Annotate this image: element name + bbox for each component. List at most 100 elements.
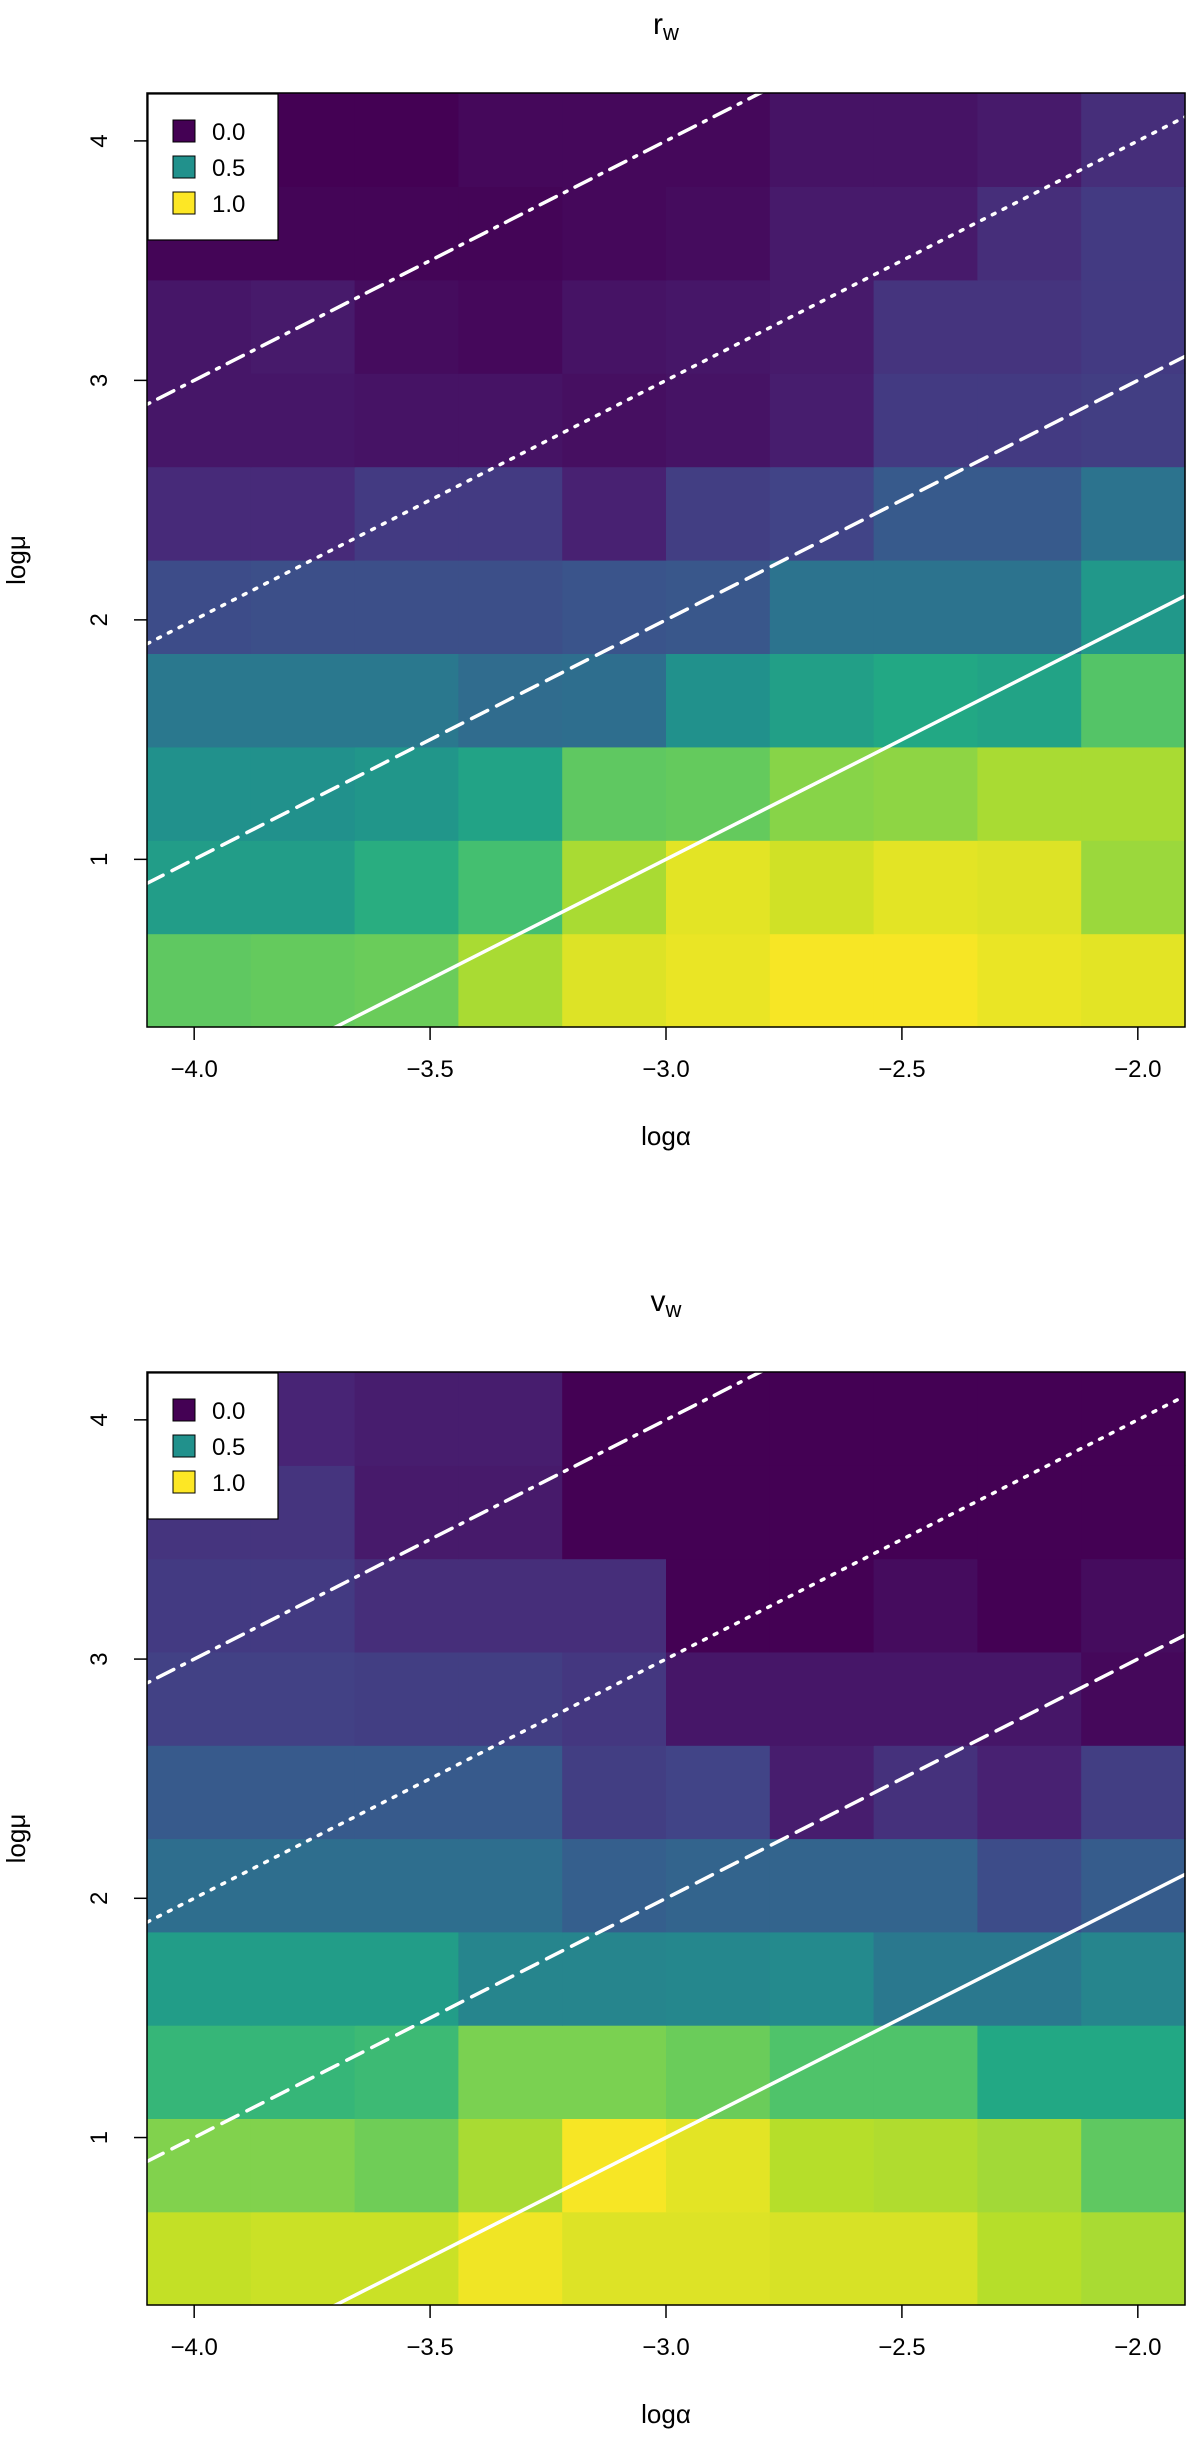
heatmap-cell (769, 1651, 875, 1746)
heatmap-cell (977, 279, 1082, 374)
heatmap-cell (458, 373, 563, 468)
heatmap-cell (458, 466, 563, 561)
heatmap-cell (458, 933, 563, 1028)
x-tick-label: −3.5 (406, 2334, 453, 2361)
heatmap-cell (769, 1465, 875, 1560)
heatmap-cell (250, 1651, 356, 1746)
heatmap-cell (977, 2118, 1082, 2213)
heatmap-cell (354, 1372, 459, 1466)
legend-swatch (172, 1470, 196, 1494)
heatmap-cell (1081, 1465, 1186, 1560)
x-tick-label: −2.5 (878, 2334, 925, 2361)
heatmap-cell (458, 1651, 563, 1746)
heatmap-cell (562, 746, 667, 841)
legend-label: 1.0 (212, 1470, 245, 1497)
legend-swatch (172, 155, 196, 179)
x-tick-label: −3.0 (642, 1056, 689, 1083)
heatmap-cell (562, 653, 667, 748)
legend-label: 0.0 (212, 1398, 245, 1425)
y-axis-label: logμ (1, 1814, 31, 1864)
x-axis: −4.0 −3.5 −3.0 −2.5 −2.0 (170, 1027, 1162, 1083)
reference-line-solid (331, 1872, 1185, 2305)
heatmap-cell (873, 1372, 978, 1466)
heatmap-cell (147, 2025, 252, 2119)
heatmap-cell (666, 1465, 771, 1560)
heatmap-cell (873, 933, 978, 1028)
heatmap-cell (250, 746, 356, 841)
x-tick-label: −4.0 (170, 1056, 217, 1083)
heatmap-cell (1081, 93, 1186, 187)
y-tick-label: 2 (86, 1892, 113, 1905)
heatmap-panel-rw: rw −4.0 −3.5 −3.0 −2.5 −2.0 1 2 3 4 logα logμ 0… (1, 8, 1186, 1151)
reference-line-dashed (147, 1633, 1185, 2164)
heatmap-cell (354, 1931, 459, 2026)
heatmap-cell (1081, 279, 1186, 374)
heatmap-cell (977, 186, 1082, 281)
legend-swatch (172, 119, 196, 143)
heatmap-cell (873, 746, 978, 841)
heatmap-cell (769, 1745, 875, 1840)
legend-swatch (172, 1434, 196, 1458)
y-axis: 1 2 3 4 (86, 134, 147, 866)
legend-label: 0.5 (212, 1434, 245, 1461)
heatmap-cell (666, 186, 771, 281)
heatmap-cell (977, 1931, 1082, 2026)
heatmap-cell (562, 186, 667, 281)
heatmap-cell (1081, 186, 1186, 281)
heatmap-cell (873, 653, 978, 748)
legend-box (147, 1372, 279, 1520)
heatmap-cell (354, 1838, 459, 1933)
legend-swatch (172, 191, 196, 215)
heatmap-cell (873, 1931, 978, 2026)
heatmap-cell (977, 1465, 1082, 1560)
heatmap-cell (769, 1558, 875, 1653)
heatmap-cell (873, 560, 978, 654)
heatmap-cell (666, 2025, 771, 2119)
heatmap-cell (666, 1558, 771, 1653)
heatmap-cell (147, 560, 252, 654)
heatmap-cell (562, 2211, 667, 2306)
x-tick-label: −4.0 (170, 2334, 217, 2361)
reference-line-dotted (147, 1394, 1185, 1924)
heatmap-cell (250, 2025, 356, 2119)
heatmap-cell (977, 1651, 1082, 1746)
y-axis-label: logμ (1, 535, 31, 585)
heatmap-cell (147, 1931, 252, 2026)
y-axis: 1 2 3 4 (86, 1413, 147, 2144)
chart-title: vw (651, 1285, 682, 1322)
heatmap-cell (250, 373, 356, 468)
heatmap-cell (1081, 746, 1186, 841)
legend-label: 0.5 (212, 155, 245, 182)
heatmap-cell (354, 279, 459, 374)
heatmap-cell (354, 2025, 459, 2119)
heatmap-cell (458, 560, 563, 654)
heatmap-cell (666, 279, 771, 374)
heatmap-cell (666, 1745, 771, 1840)
heatmap-cell (147, 1745, 252, 1840)
heatmap-cell (458, 1838, 563, 1933)
heatmap-cell (873, 186, 978, 281)
heatmap-cell (769, 653, 875, 748)
heatmap-cell (562, 560, 667, 654)
chart-title-main: v (651, 1285, 666, 1318)
heatmap-cell (873, 1558, 978, 1653)
heatmap-cell (458, 2025, 563, 2119)
heatmap-cell (354, 746, 459, 841)
heatmap-cell (769, 279, 875, 374)
heatmap-cell (873, 93, 978, 187)
heatmap-cell (458, 1372, 563, 1466)
heatmap-cell (977, 746, 1082, 841)
heatmap-cell (769, 373, 875, 468)
heatmap-cell (562, 1745, 667, 1840)
heatmap-cell (354, 840, 459, 935)
heatmap-cell (977, 1838, 1082, 1933)
heatmap-cell (977, 93, 1082, 187)
heatmap-cell (354, 1465, 459, 1560)
heatmap-cell (458, 1558, 563, 1653)
legend: 0.0 0.5 1.0 (147, 1372, 279, 1520)
heatmap-cell (562, 1465, 667, 1560)
heatmap-cells (147, 93, 1186, 1028)
heatmap-cell (354, 186, 459, 281)
y-tick-label: 3 (86, 1652, 113, 1665)
